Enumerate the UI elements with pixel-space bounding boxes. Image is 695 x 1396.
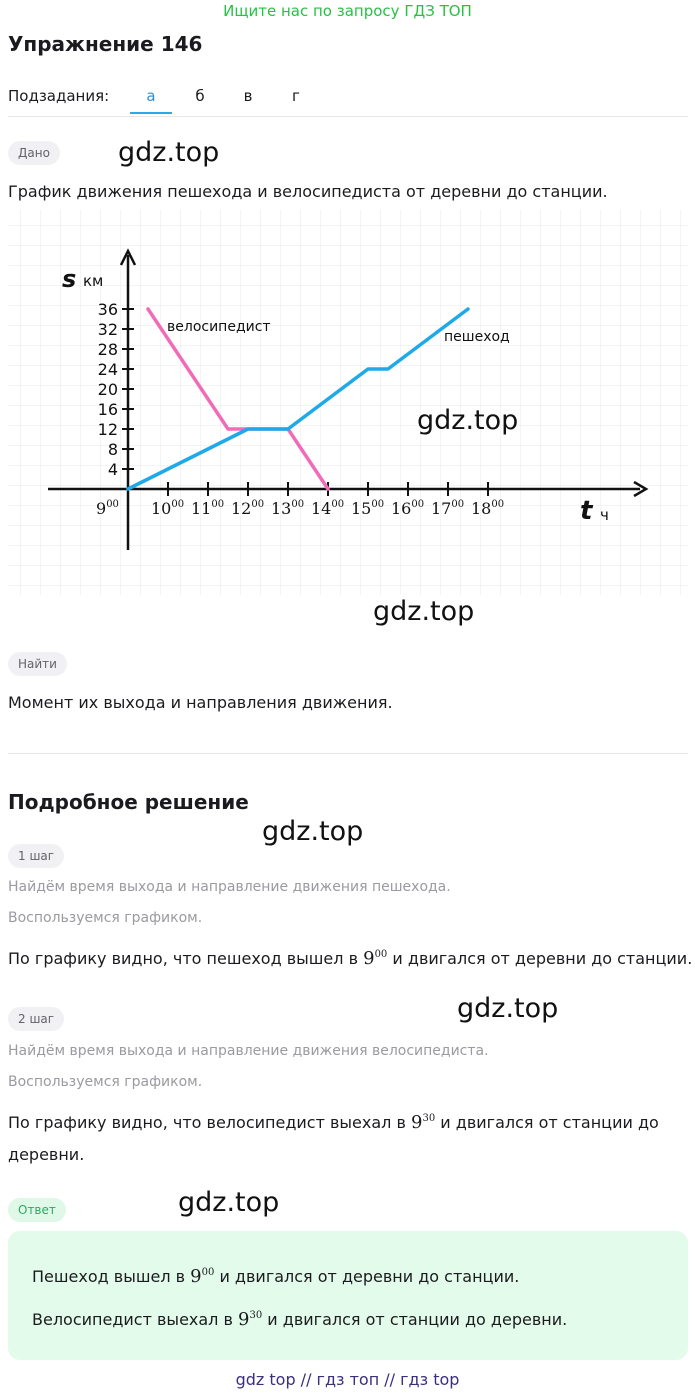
answer-line-2-a: Велосипедист выехал в [32,1310,233,1329]
step-2-line2: Воспользуемся графиком. [8,1074,203,1090]
y-tick-label: 36 [98,300,118,319]
find-text: Момент их выхода и направления движения. [8,693,393,712]
x-tick-label: 1200 [231,499,264,518]
x-axis-label: t [580,496,594,526]
step-1-conclusion: По графику видно, что пешеход вышел в 90… [8,943,692,971]
answer-box [8,1231,688,1360]
watermark: gdz.top [457,993,559,1024]
y-axis-unit: км [83,272,103,290]
y-tick-label: 28 [98,340,118,359]
series-line-1 [126,307,470,491]
answer-time-1-base: 9 [190,1266,202,1287]
step-2-time-sup: 30 [422,1113,436,1124]
step-2-text-b: и двигался от станции до [440,1113,659,1132]
footer-links[interactable]: gdz top // гдз топ // гдз top [235,1370,460,1389]
y-tick-label: 4 [108,460,118,479]
y-tick-label: 8 [108,440,118,459]
answer-time-2-sup: 30 [249,1310,263,1321]
answer-chip: Ответ [8,1198,66,1222]
y-tick-label: 24 [98,360,118,379]
answer-line-2-b: и двигался от станции до деревни. [267,1310,568,1329]
answer-time-1: 900 [190,1266,214,1287]
tab-a[interactable]: а [146,87,156,105]
step-1-time-base: 9 [363,948,375,969]
watermark: gdz.top [373,596,475,627]
find-chip: Найти [8,652,67,676]
tab-g[interactable]: г [292,87,300,105]
divider [8,116,688,117]
answer-time-1-sup: 00 [201,1267,215,1278]
tab-v[interactable]: в [243,87,253,105]
x-tick-label: 1500 [351,499,384,518]
subtasks-label: Подзадания: [8,87,110,105]
step-2-time: 930 [411,1112,435,1133]
series-label-cyclist: велосипедист [167,319,271,335]
step-2-chip: 2 шаг [8,1007,65,1031]
x-axis-arrow [633,480,649,498]
tab-b[interactable]: б [195,87,205,105]
x-axis-unit: ч [600,506,609,524]
y-axis-arrow [119,248,137,266]
step-1-line1: Найдём время выхода и направление движен… [8,879,451,895]
x-tick-label: 1800 [471,499,504,518]
watermark: gdz.top [118,137,220,168]
step-1-line2: Воспользуемся графиком. [8,910,203,926]
promo-banner[interactable]: Ищите нас по запросу ГДЗ ТОП [223,2,472,20]
watermark: gdz.top [417,405,519,436]
watermark: gdz.top [178,1187,280,1218]
step-2-time-base: 9 [411,1112,423,1133]
y-tick-label: 32 [98,320,118,339]
step-2-text-a: По графику видно, что велосипедист выеха… [8,1113,406,1132]
x-tick-label: 1000 [151,499,184,518]
active-tab-indicator [130,112,172,114]
y-tick-label: 12 [98,420,118,439]
y-tick-label: 16 [98,400,118,419]
watermark: gdz.top [262,816,364,847]
answer-time-2: 930 [238,1309,262,1330]
step-2-conclusion: По графику видно, что велосипедист выеха… [8,1107,659,1135]
step-1-time: 900 [363,948,387,969]
step-2-text-c: деревни. [8,1145,85,1164]
given-chip: Дано [8,141,60,165]
x-tick-label: 1100 [191,499,224,518]
y-tick-label: 20 [98,380,118,399]
answer-line-1: Пешеход вышел в 900 и двигался от деревн… [32,1261,519,1289]
step-1-text-b: и двигался от деревни до станции. [392,949,693,968]
grid-background [8,210,688,595]
y-axis-label: s [62,265,76,293]
solution-title: Подробное решение [8,790,249,814]
step-1-time-sup: 00 [374,949,388,960]
given-text: График движения пешехода и велосипедиста… [8,182,608,201]
divider [8,753,688,754]
x-tick-label: 1600 [391,499,424,518]
x-tick-label: 900 [96,499,119,518]
x-tick-label: 1300 [271,499,304,518]
step-1-chip: 1 шаг [8,844,65,868]
answer-line-1-b: и двигался от деревни до станции. [219,1267,520,1286]
answer-time-2-base: 9 [238,1309,250,1330]
page-title: Упражнение 146 [8,32,203,56]
step-2-line1: Найдём время выхода и направление движен… [8,1043,489,1059]
x-tick-label: 1400 [311,499,344,518]
answer-line-2: Велосипедист выехал в 930 и двигался от … [32,1304,567,1332]
series-label-pedestrian: пешеход [444,329,510,345]
x-tick-label: 1700 [431,499,464,518]
answer-line-1-a: Пешеход вышел в [32,1267,186,1286]
step-1-text-a: По графику видно, что пешеход вышел в [8,949,359,968]
